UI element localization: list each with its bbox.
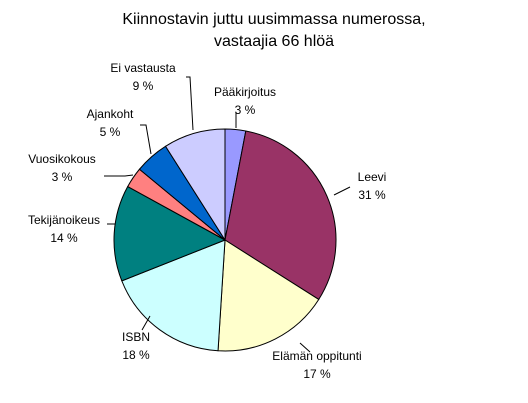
- slice-label-value: 31 %: [358, 188, 386, 202]
- slice-label-value: 3 %: [52, 170, 73, 184]
- leader-line: [333, 186, 351, 196]
- leader-line: [299, 342, 311, 353]
- slice-label-name: Vuosikokous: [28, 152, 96, 166]
- slice-label-name: ISBN: [122, 330, 150, 344]
- leader-line: [104, 174, 134, 177]
- slice-label-name: Pääkirjoitus: [214, 85, 276, 99]
- slice-label-value: 14 %: [50, 231, 78, 245]
- chart-title-line-2: vastaajia 66 hlöä: [214, 33, 334, 50]
- slice-label-value: 18 %: [122, 348, 150, 362]
- pie-slice-tekijänoikeus: [113, 186, 226, 282]
- pie-slice-isbn: [121, 239, 226, 352]
- leader-line: [141, 315, 151, 331]
- slice-label-name: Tekijänoikeus: [28, 213, 100, 227]
- pie-slices: [113, 128, 337, 352]
- slice-label-value: 3 %: [235, 103, 256, 117]
- slice-label-name: Ajankoht: [87, 107, 134, 121]
- leader-line: [140, 124, 152, 155]
- slice-label-name: Elämän oppitunti: [272, 349, 361, 363]
- slice-label-name: Ei vastausta: [110, 61, 176, 75]
- slice-label-value: 17 %: [303, 367, 331, 381]
- slice-label-name: Leevi: [358, 170, 387, 184]
- slice-label-value: 9 %: [133, 79, 154, 93]
- chart-title-line-1: Kiinnostavin juttu uusimmassa numerossa,: [122, 11, 425, 28]
- pie-slice-elämän-oppitunti: [217, 239, 320, 352]
- pie-slice-ei-vastausta: [165, 128, 226, 241]
- slice-label-value: 5 %: [100, 125, 121, 139]
- leader-line: [186, 76, 194, 131]
- leader-lines: [104, 76, 351, 353]
- slice-labels: Pääkirjoitus 3 % Leevi 31 % Elämän oppitunti…: [28, 61, 386, 381]
